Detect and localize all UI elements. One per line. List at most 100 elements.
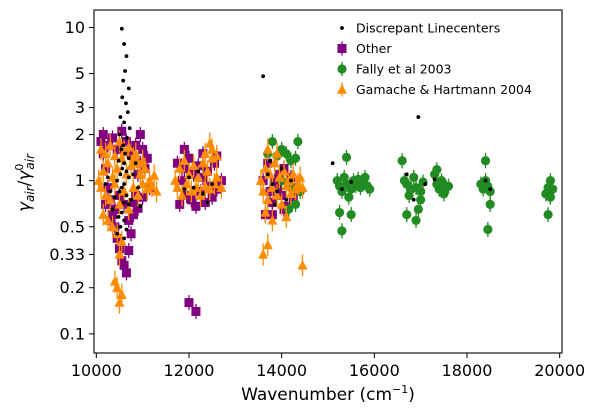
data-point	[116, 289, 127, 299]
x-tick-label: 18000	[442, 361, 493, 380]
data-point	[196, 169, 201, 174]
data-point	[102, 157, 113, 168]
data-point	[284, 204, 294, 214]
data-point	[123, 151, 127, 156]
data-point	[123, 203, 134, 214]
data-point	[183, 168, 194, 179]
data-point	[278, 165, 289, 176]
data-point	[193, 171, 204, 182]
y-tick-label: 0.5	[60, 217, 85, 236]
data-point	[334, 207, 345, 218]
x-axis: 10000 12000 14000 16000 18000 20000	[71, 353, 585, 380]
data-point	[186, 185, 197, 196]
data-point	[138, 204, 143, 209]
data-point	[119, 185, 130, 196]
data-point	[174, 163, 185, 173]
data-point	[135, 130, 145, 140]
data-point	[402, 210, 412, 220]
y-axis-label-sub: air	[23, 185, 37, 202]
data-point	[118, 115, 123, 119]
data-point	[202, 165, 213, 176]
data-point	[129, 197, 133, 202]
data-point	[483, 224, 493, 235]
data-point	[188, 160, 199, 171]
data-point	[488, 187, 493, 192]
data-point	[126, 149, 136, 159]
x-axis-label-sup: −1	[392, 383, 408, 396]
data-point	[293, 136, 303, 147]
data-point	[337, 186, 347, 197]
data-point	[340, 187, 344, 192]
data-point	[125, 110, 130, 115]
data-point	[124, 215, 134, 225]
data-point	[114, 136, 125, 146]
data-point	[191, 185, 196, 190]
data-point	[269, 157, 280, 168]
data-point	[133, 203, 143, 213]
data-point	[182, 187, 187, 192]
data-point	[330, 161, 335, 166]
data-point	[193, 161, 203, 171]
data-point	[346, 210, 356, 220]
data-point	[120, 95, 125, 100]
data-point	[275, 189, 279, 194]
x-tick-label: 10000	[71, 361, 122, 380]
data-point	[262, 239, 273, 250]
data-point	[124, 136, 129, 140]
data-point	[191, 201, 201, 211]
y-axis-label-gamma2: γ	[15, 170, 35, 181]
legend-marker	[337, 44, 347, 53]
data-point	[146, 180, 157, 191]
y-tick-label: 1	[75, 171, 85, 190]
data-point	[98, 209, 109, 219]
data-point	[103, 183, 113, 193]
legend-label: Fally et al 2003	[356, 62, 452, 77]
y-tick-label: 0.1	[60, 324, 85, 343]
legend-marker	[340, 26, 344, 30]
data-point	[128, 210, 138, 220]
y-tick-label: 5	[75, 64, 85, 83]
data-point	[109, 150, 120, 161]
y-tick-label: 10	[65, 18, 85, 37]
data-point	[416, 115, 421, 119]
data-point	[115, 231, 120, 236]
data-point	[261, 74, 266, 79]
data-point	[191, 306, 201, 316]
data-point	[205, 200, 210, 205]
data-point	[117, 189, 122, 194]
data-point	[118, 172, 123, 177]
data-point	[124, 101, 128, 106]
data-point	[151, 185, 162, 196]
data-point	[204, 137, 215, 148]
data-point	[108, 133, 118, 143]
data-point	[216, 182, 227, 192]
data-point	[172, 182, 183, 192]
x-tick-label: 20000	[534, 361, 585, 380]
data-point	[416, 195, 426, 205]
data-marks	[94, 26, 558, 320]
legend-label: Other	[356, 41, 392, 56]
data-point	[211, 171, 222, 182]
data-point	[114, 248, 125, 259]
data-point	[411, 197, 416, 202]
data-point	[198, 172, 208, 182]
data-point	[126, 175, 131, 180]
data-point	[106, 175, 110, 180]
data-point	[128, 152, 139, 163]
data-point	[423, 182, 428, 186]
data-point	[270, 176, 280, 186]
data-point	[133, 190, 144, 200]
y-axis-label-sub2: air	[23, 153, 37, 170]
data-point	[177, 190, 188, 200]
y-tick-label: 0.2	[60, 278, 85, 297]
data-point	[258, 248, 269, 259]
data-point	[124, 246, 134, 256]
data-point	[397, 156, 407, 166]
data-point	[121, 137, 131, 147]
series-gamache-hartmann-2004	[94, 130, 308, 314]
data-point	[142, 153, 152, 163]
data-point	[179, 144, 189, 154]
y-tick-label: 0.33	[49, 245, 85, 264]
legend: Discrepant Linecenters Other Fally et al 2…	[337, 21, 532, 97]
